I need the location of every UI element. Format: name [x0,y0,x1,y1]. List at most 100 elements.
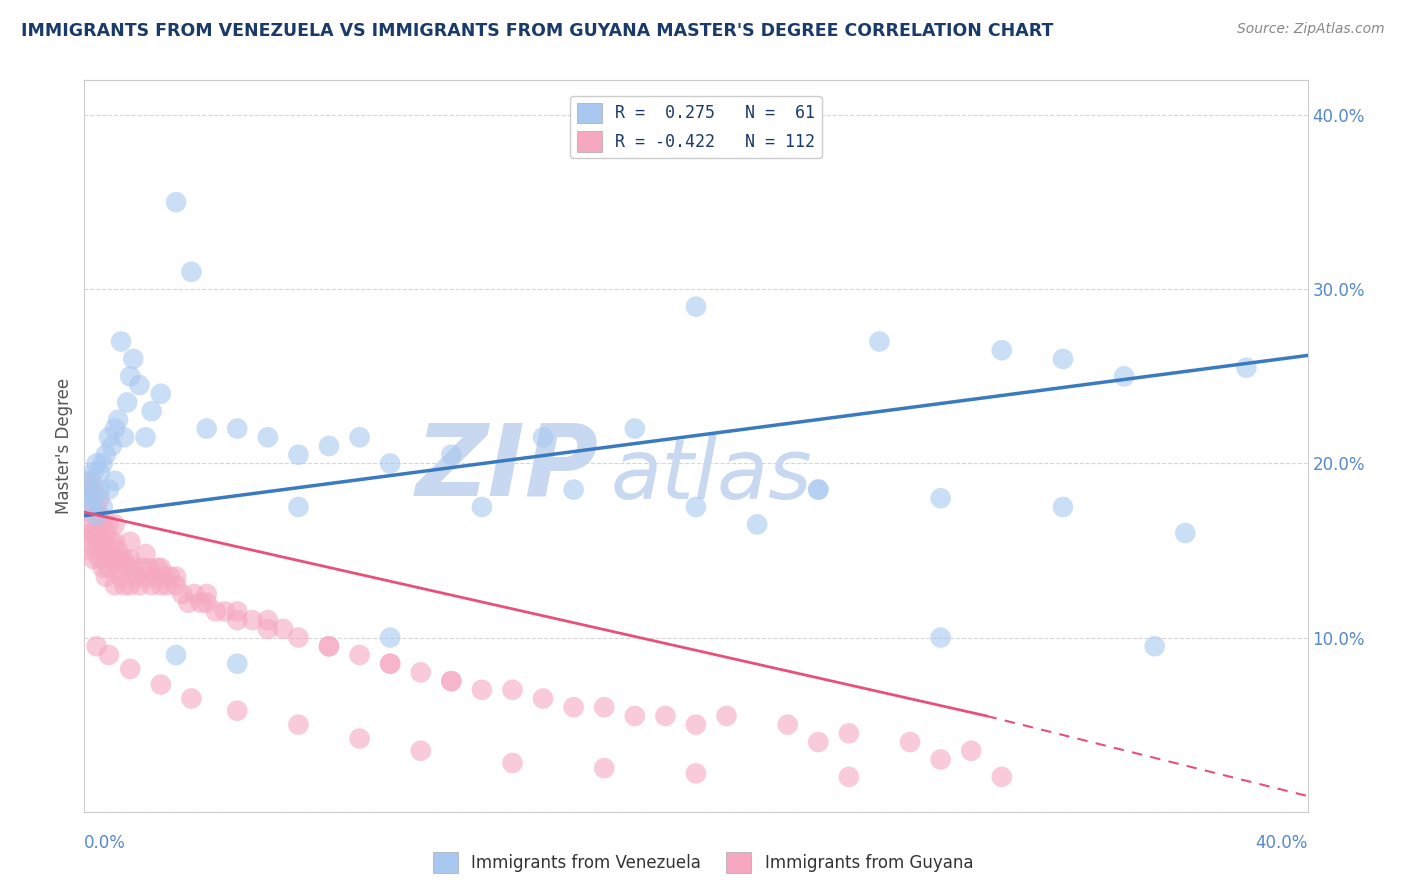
Point [929,631,952,645]
Point [86,543,108,558]
Point [94,526,117,541]
Point [869,334,891,349]
Point [86,640,108,654]
Point [97,561,120,575]
Point [624,709,647,723]
Point [91,457,114,471]
Point [318,640,340,654]
Point [991,770,1014,784]
Text: ZIP: ZIP [415,419,598,516]
Point [929,491,952,506]
Point [141,404,163,418]
Point [128,378,150,392]
Point [94,543,117,558]
Point [97,430,120,444]
Point [180,691,202,706]
Point [91,517,114,532]
Point [110,552,132,566]
Point [110,334,132,349]
Point [91,534,114,549]
Point [471,682,494,697]
Point [135,569,157,583]
Point [1052,500,1074,514]
Point [83,483,105,497]
Point [287,500,309,514]
Point [76,474,98,488]
Text: Source: ZipAtlas.com: Source: ZipAtlas.com [1237,22,1385,37]
Legend: Immigrants from Venezuela, Immigrants from Guyana: Immigrants from Venezuela, Immigrants fr… [426,846,980,880]
Point [165,648,187,662]
Point [104,578,127,592]
Point [838,770,860,784]
Point [165,195,187,210]
Point [214,604,236,618]
Point [76,517,98,532]
Point [112,430,135,444]
Point [287,717,309,731]
Point [104,474,127,488]
Point [562,700,585,714]
Point [654,709,676,723]
Point [101,552,124,566]
Point [1143,640,1166,654]
Point [97,517,120,532]
Point [89,491,111,506]
Point [101,534,124,549]
Point [115,395,138,409]
Point [226,704,249,718]
Point [83,465,105,479]
Point [135,547,157,561]
Point [107,413,129,427]
Point [440,674,463,689]
Point [747,517,769,532]
Point [380,657,402,671]
Point [593,761,616,775]
Point [97,648,120,662]
Point [86,526,108,541]
Point [195,596,218,610]
Point [143,569,166,583]
Point [91,561,114,575]
Point [104,421,127,435]
Point [807,483,830,497]
Point [190,596,212,610]
Point [115,561,138,575]
Point [149,677,172,691]
Point [112,552,135,566]
Point [502,756,524,770]
Point [86,500,108,514]
Point [104,517,127,532]
Point [110,569,132,583]
Point [120,369,142,384]
Point [131,561,153,575]
Point [226,604,249,618]
Point [929,752,952,766]
Point [79,474,101,488]
Point [409,744,432,758]
Point [380,631,402,645]
Point [149,561,172,575]
Point [183,587,205,601]
Point [97,483,120,497]
Point [287,448,309,462]
Point [440,448,463,462]
Text: IMMIGRANTS FROM VENEZUELA VS IMMIGRANTS FROM GUYANA MASTER'S DEGREE CORRELATION : IMMIGRANTS FROM VENEZUELA VS IMMIGRANTS … [21,22,1053,40]
Point [471,500,494,514]
Point [409,665,432,680]
Point [226,657,249,671]
Point [89,508,111,523]
Text: atlas: atlas [610,434,813,516]
Point [91,500,114,514]
Point [257,622,280,636]
Point [562,483,585,497]
Point [122,351,145,366]
Point [149,578,172,592]
Text: 40.0%: 40.0% [1256,834,1308,852]
Point [195,421,218,435]
Point [89,483,111,497]
Point [807,483,830,497]
Point [89,465,111,479]
Point [120,534,142,549]
Point [89,534,111,549]
Point [76,534,98,549]
